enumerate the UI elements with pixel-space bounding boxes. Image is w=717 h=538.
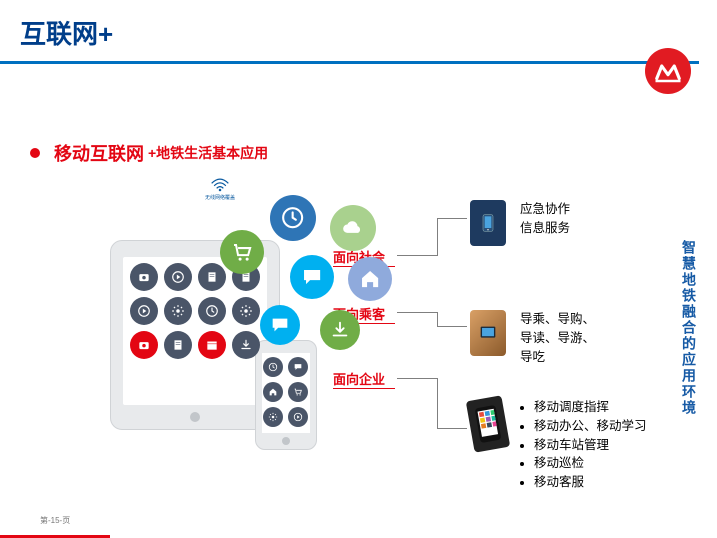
branch-enterprise-underline <box>333 388 395 389</box>
wifi-beacon: 无线网络覆盖 <box>205 178 235 201</box>
passenger-line2: 导读、导游、 <box>520 329 595 348</box>
section-heading: 移动互联网 +地铁生活基本应用 <box>30 140 268 166</box>
enterprise-text: 移动调度指挥 移动办公、移动学习 移动车站管理 移动巡检 移动客服 <box>520 398 647 492</box>
metro-logo-icon <box>653 56 683 86</box>
tablet-app-icon <box>164 331 192 359</box>
tablet-app-icon <box>130 263 158 291</box>
connector <box>397 255 437 256</box>
phone-app-icon <box>288 357 308 377</box>
phone-app-icon <box>288 407 308 427</box>
chat-bubble-icon <box>290 255 334 299</box>
tablet-app-grid <box>130 263 260 359</box>
bullet-dot <box>30 148 40 158</box>
section-main: 移动互联网 <box>54 140 144 166</box>
society-text: 应急协作 信息服务 <box>520 200 570 238</box>
tablet-app-icon <box>164 297 192 325</box>
hands-tablet-icon <box>470 310 506 356</box>
device-cluster <box>110 185 330 415</box>
apps-phone-icon <box>466 395 510 452</box>
connector <box>437 326 467 327</box>
slide-title: 互联网+ <box>0 0 717 51</box>
section-sub: +地铁生活基本应用 <box>148 143 268 163</box>
phone-app-grid <box>263 357 308 427</box>
society-line1: 应急协作 <box>520 200 570 219</box>
enterprise-b3: 移动车站管理 <box>534 436 647 455</box>
phone-app-icon <box>263 382 283 402</box>
connector <box>437 378 438 428</box>
cloud-bubble-icon <box>330 205 376 251</box>
phone-app-icon <box>263 407 283 427</box>
society-line2: 信息服务 <box>520 219 570 238</box>
phone-home-button <box>282 437 290 445</box>
branch-enterprise-label: 面向企业 <box>333 369 385 388</box>
phone-app-icon <box>288 382 308 402</box>
connector <box>437 428 467 429</box>
home-bubble-icon <box>348 257 392 301</box>
connector <box>437 218 467 219</box>
passenger-line1: 导乘、导购、 <box>520 310 595 329</box>
tablet-app-icon <box>198 297 226 325</box>
tablet-app-icon <box>232 297 260 325</box>
page-number: 第-15-页 <box>40 515 70 526</box>
passenger-line3: 导吃 <box>520 348 595 367</box>
smartphone-icon <box>470 200 506 246</box>
phone-app-icon <box>263 357 283 377</box>
vertical-side-label: 智慧地铁融合的应用环境 <box>679 240 699 416</box>
connector <box>437 312 438 327</box>
connector <box>437 218 438 256</box>
connector <box>397 312 437 313</box>
chat-bubble-icon <box>260 305 300 345</box>
tablet-app-icon <box>164 263 192 291</box>
tablet-app-icon <box>232 331 260 359</box>
tablet-app-icon <box>130 331 158 359</box>
enterprise-b2: 移动办公、移动学习 <box>534 417 647 436</box>
enterprise-b1: 移动调度指挥 <box>534 398 647 417</box>
download-bubble-icon <box>320 310 360 350</box>
enterprise-b5: 移动客服 <box>534 473 647 492</box>
tablet-home-button <box>190 412 200 422</box>
enterprise-b4: 移动巡检 <box>534 454 647 473</box>
wifi-label: 无线网络覆盖 <box>205 194 235 201</box>
enterprise-item: 移动调度指挥 移动办公、移动学习 移动车站管理 移动巡检 移动客服 <box>470 398 647 492</box>
wifi-icon <box>210 178 230 192</box>
passenger-text: 导乘、导购、 导读、导游、 导吃 <box>520 310 595 366</box>
society-item: 应急协作 信息服务 <box>470 200 570 246</box>
tablet-app-icon <box>198 263 226 291</box>
connector <box>397 378 437 379</box>
cart-bubble-icon <box>220 230 264 274</box>
clock-bubble-icon <box>270 195 316 241</box>
passenger-item: 导乘、导购、 导读、导游、 导吃 <box>470 310 595 366</box>
title-rule <box>0 61 699 64</box>
tablet-app-icon <box>130 297 158 325</box>
tablet-app-icon <box>198 331 226 359</box>
metro-logo <box>645 48 691 94</box>
